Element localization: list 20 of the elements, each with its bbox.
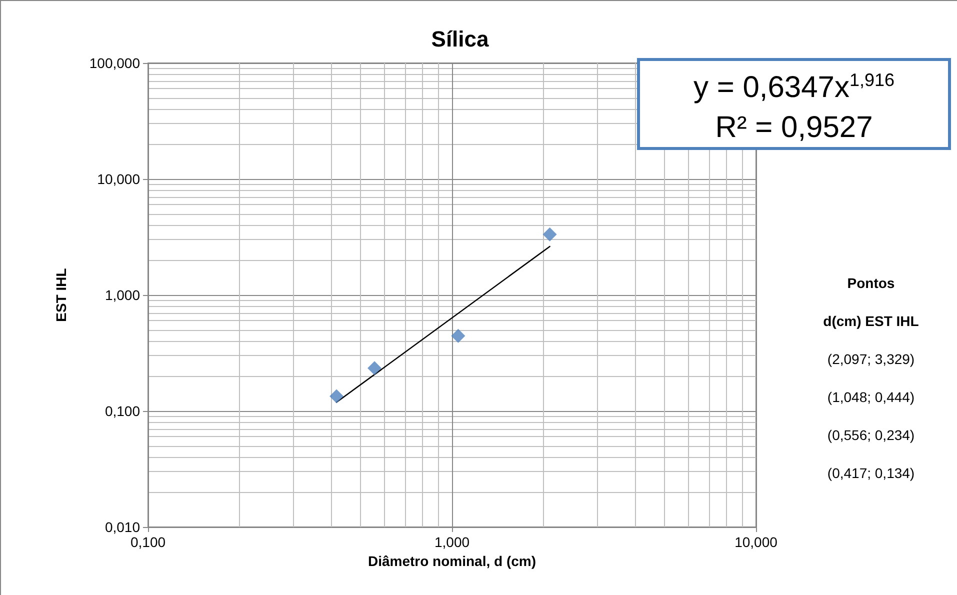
text: d(cm) EST IHL (823, 313, 920, 329)
text: (1,048; 0,444) (827, 389, 915, 405)
y-axis-title: EST IHL (53, 268, 69, 322)
text: (0,417; 0,134) (827, 465, 915, 481)
x-tick-label: 1,000 (434, 534, 470, 550)
annotation: y = 0,6347x$^{1,916}$ (694, 69, 894, 106)
y-tick-label: 0,010 (104, 519, 140, 535)
x-axis-title: Diâmetro nominal, d (cm) (368, 552, 536, 569)
y-tick-label: 1,000 (104, 287, 140, 303)
y-tick-label: 10,000 (97, 171, 140, 187)
y-tick-label: 0,100 (104, 403, 140, 419)
text: (2,097; 3,329) (827, 351, 915, 367)
chart-title: Sílica (431, 26, 490, 52)
text: Pontos (847, 275, 895, 291)
y-tick-label: 100,000 (89, 55, 140, 71)
text-box: y = 0,6347x$^{1,916}$ R² = 0,9527 (637, 58, 951, 150)
text: (0,556; 0,234) (827, 427, 915, 443)
x-tick-label: 10,000 (734, 534, 778, 550)
annotation: R² = 0,9527 (715, 110, 873, 146)
x-tick-label: 0,100 (130, 534, 166, 550)
